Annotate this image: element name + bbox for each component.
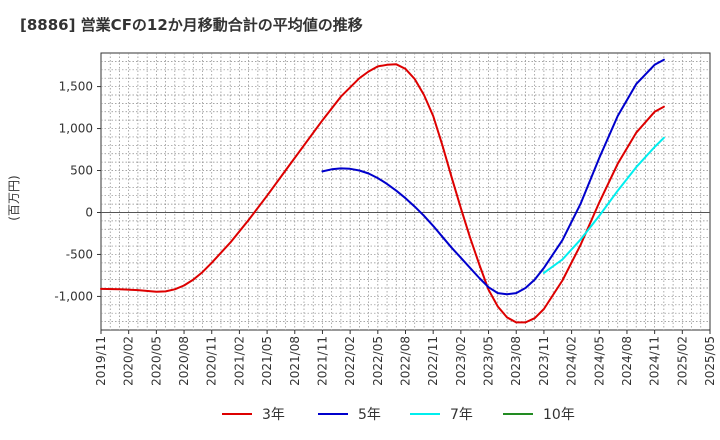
x-tick-label: 2020/02 (122, 336, 136, 386)
x-tick-label: 2021/08 (288, 336, 302, 386)
legend-label: 5年 (358, 407, 381, 423)
x-tick-label: 2022/02 (343, 336, 357, 386)
series-line-7年 (542, 136, 665, 274)
x-tick-label: 2024/08 (620, 336, 634, 386)
x-tick-label: 2023/11 (537, 336, 551, 386)
x-tick-label: 2025/02 (675, 336, 689, 386)
legend: 3年 5年 7年 10年 (222, 407, 575, 423)
x-tick-label: 2021/05 (260, 336, 274, 386)
x-tick-label: 2021/11 (315, 336, 329, 386)
x-tick-label: 2020/08 (177, 336, 191, 386)
legend-label: 3年 (262, 407, 285, 423)
series-group (100, 58, 665, 324)
x-tick-label: 2022/05 (371, 336, 385, 386)
x-tick-label: 2024/02 (565, 336, 579, 386)
y-tick-label: 1,000 (59, 122, 93, 136)
x-tick-label: 2022/08 (399, 336, 413, 386)
x-tick-label: 2024/11 (648, 336, 662, 386)
y-axis-label: (百万円) (7, 175, 21, 220)
x-tick-label: 2025/05 (703, 336, 717, 386)
x-tick-label: 2024/05 (592, 336, 606, 386)
series-line-3年 (100, 63, 665, 324)
x-tick-label: 2022/11 (426, 336, 440, 386)
x-tick-label: 2019/11 (94, 336, 108, 386)
x-tick-label: 2021/02 (232, 336, 246, 386)
y-tick-label: 500 (70, 164, 93, 178)
y-tick-label: -1,000 (54, 289, 93, 303)
x-tick-label: 2023/02 (454, 336, 468, 386)
x-tick-label: 2023/05 (482, 336, 496, 386)
y-tick-label: 0 (85, 205, 93, 219)
x-tick-label: 2020/05 (149, 336, 163, 386)
x-tick-label: 2020/11 (205, 336, 219, 386)
y-tick-label: -500 (66, 247, 93, 261)
legend-label: 10年 (543, 407, 575, 423)
series-line-5年 (321, 58, 665, 296)
x-tick-label: 2023/08 (509, 336, 523, 386)
grid (101, 53, 710, 330)
y-axis: 1,500 1,000 500 0 -500 -1,000 (54, 80, 101, 303)
legend-label: 7年 (450, 407, 473, 423)
y-tick-label: 1,500 (59, 80, 93, 94)
chart-title: [8886] 営業CFの12か月移動合計の平均値の推移 (20, 16, 363, 34)
x-axis: 2019/11 2020/02 2020/05 2020/08 2020/11 2021/… (94, 330, 717, 386)
